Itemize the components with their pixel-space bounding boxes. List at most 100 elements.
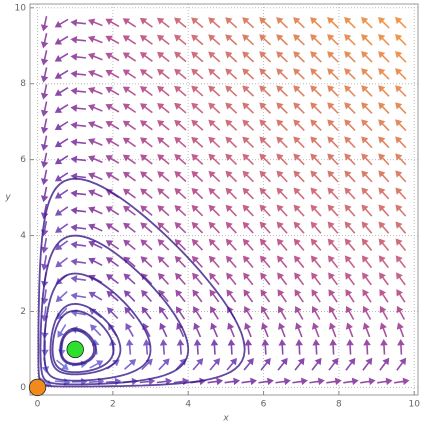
stream-arrow bbox=[261, 305, 270, 320]
stream-arrow bbox=[378, 170, 390, 183]
stream-arrow bbox=[327, 221, 339, 234]
stream-arrow bbox=[191, 153, 204, 165]
stream-arrow bbox=[122, 154, 136, 165]
stream-arrow bbox=[310, 102, 322, 114]
stream-arrow bbox=[311, 305, 321, 320]
stream-arrow bbox=[378, 119, 390, 132]
stream-arrow bbox=[70, 240, 87, 249]
stream-arrow bbox=[310, 187, 322, 200]
stream-arrow bbox=[157, 222, 170, 234]
stream-arrow bbox=[276, 238, 288, 251]
stream-arrow bbox=[176, 339, 185, 355]
stream-arrow bbox=[293, 68, 305, 80]
stream-arrow bbox=[261, 339, 270, 355]
stream-arrow bbox=[259, 136, 271, 149]
stream-arrow bbox=[70, 53, 87, 61]
stream-arrow bbox=[54, 138, 69, 148]
stream-arrow bbox=[344, 170, 356, 183]
stream-arrow bbox=[175, 272, 186, 285]
stream-arrow bbox=[105, 206, 120, 216]
stream-arrow bbox=[87, 52, 103, 61]
stream-arrow bbox=[88, 138, 103, 147]
stream-arrow bbox=[362, 357, 373, 371]
stream-arrow bbox=[276, 68, 288, 80]
stream-arrow bbox=[294, 305, 304, 320]
stream-arrow bbox=[395, 221, 407, 234]
stream-arrow bbox=[122, 103, 137, 114]
stream-arrow bbox=[70, 223, 87, 232]
stream-arrow bbox=[344, 119, 356, 132]
stream-arrow bbox=[88, 223, 103, 232]
stream-arrow bbox=[328, 305, 338, 320]
stream-arrow bbox=[395, 187, 407, 200]
stream-arrow bbox=[244, 339, 253, 355]
stream-arrow bbox=[259, 221, 271, 234]
stream-arrow bbox=[259, 204, 271, 217]
stream-arrow bbox=[174, 68, 187, 80]
stream-arrow bbox=[361, 153, 373, 166]
stream-arrow bbox=[310, 153, 322, 166]
stream-arrow bbox=[327, 204, 339, 217]
stream-arrow bbox=[157, 85, 170, 97]
stream-arrow bbox=[362, 289, 372, 303]
stream-arrow bbox=[140, 256, 153, 268]
stream-arrow bbox=[70, 104, 87, 112]
stream-arrow bbox=[125, 323, 134, 337]
stream-arrow bbox=[344, 34, 356, 46]
stream-arrow bbox=[105, 121, 120, 130]
stream-arrow bbox=[310, 68, 322, 80]
stream-arrow bbox=[158, 289, 169, 303]
stream-arrow bbox=[40, 135, 49, 151]
stream-arrow bbox=[54, 121, 69, 131]
stream-arrow bbox=[54, 18, 69, 28]
stream-arrow bbox=[311, 272, 322, 286]
stream-arrow bbox=[54, 35, 69, 45]
stream-arrow bbox=[361, 102, 373, 114]
stream-arrow bbox=[191, 238, 204, 251]
stream-arrow bbox=[394, 377, 410, 386]
stream-arrow bbox=[88, 155, 103, 164]
stream-arrow bbox=[344, 68, 356, 80]
stream-arrow bbox=[54, 52, 69, 62]
stream-arrow bbox=[293, 17, 305, 29]
stream-arrow bbox=[105, 103, 120, 113]
stream-arrow bbox=[174, 153, 187, 165]
stream-arrow bbox=[226, 289, 237, 303]
stream-arrow bbox=[225, 136, 238, 148]
stream-arrow bbox=[40, 255, 49, 271]
stream-arrow bbox=[174, 205, 187, 217]
stream-arrow bbox=[361, 187, 373, 200]
stream-arrow bbox=[40, 67, 49, 83]
stream-arrow bbox=[378, 102, 390, 114]
stream-arrow bbox=[88, 291, 103, 301]
stream-arrow bbox=[259, 153, 271, 166]
stream-arrow bbox=[70, 258, 87, 266]
stream-arrow bbox=[395, 85, 407, 97]
stream-arrow bbox=[140, 171, 153, 182]
stream-arrow bbox=[174, 188, 187, 200]
stream-arrow bbox=[329, 339, 337, 355]
stream-arrow bbox=[174, 85, 187, 97]
stream-arrow bbox=[140, 188, 153, 199]
stream-arrow bbox=[361, 221, 373, 234]
stream-arrow bbox=[174, 51, 187, 63]
stream-arrow bbox=[327, 238, 339, 251]
stream-arrow bbox=[327, 187, 339, 200]
stream-arrow bbox=[293, 221, 305, 234]
stream-arrow bbox=[122, 52, 137, 62]
stream-arrow bbox=[157, 188, 170, 200]
y-tick-label: 6 bbox=[20, 155, 26, 165]
stream-arrow bbox=[310, 136, 322, 149]
stream-arrow bbox=[70, 172, 87, 181]
stream-arrow bbox=[260, 272, 271, 286]
stream-arrow bbox=[275, 377, 291, 386]
stream-arrow bbox=[87, 18, 103, 27]
stream-arrow bbox=[54, 155, 69, 165]
stream-arrow bbox=[139, 69, 153, 80]
stream-arrow bbox=[311, 322, 320, 338]
stream-arrow bbox=[395, 255, 406, 269]
stream-arrow bbox=[157, 103, 170, 114]
stream-arrow bbox=[122, 137, 137, 148]
stream-arrow bbox=[361, 16, 373, 29]
stream-arrow bbox=[105, 223, 120, 233]
